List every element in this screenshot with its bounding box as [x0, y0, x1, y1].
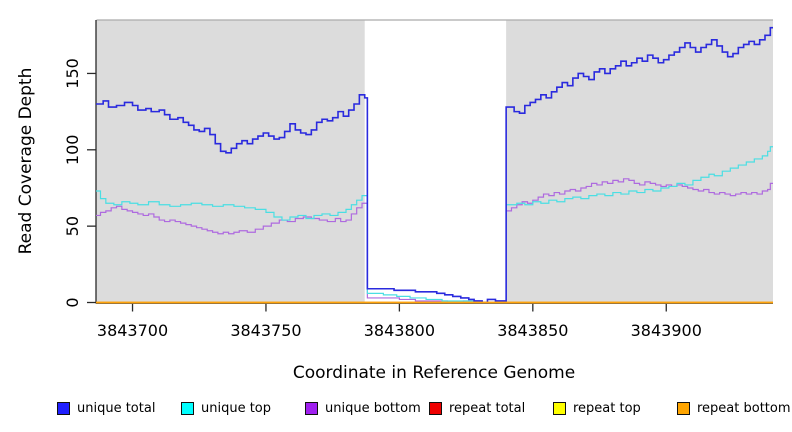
x-tick-label: 3843800	[364, 321, 435, 340]
x-axis-title: Coordinate in Reference Genome	[293, 363, 575, 383]
series-line-unique-top	[96, 146, 773, 304]
series-lines	[96, 26, 773, 304]
x-tick-label: 3843700	[97, 321, 168, 340]
y-axis-title: Read Coverage Depth	[16, 68, 36, 255]
x-tick-label: 3843900	[631, 321, 702, 340]
x-tick-label: 3843850	[497, 321, 568, 340]
y-tick-label: 100	[63, 135, 82, 166]
x-tick-label: 3843750	[230, 321, 301, 340]
y-tick-label: 0	[63, 297, 82, 307]
zero-coverage-gap-region	[364, 20, 507, 303]
series-line-unique-total	[96, 26, 773, 304]
y-tick-label: 150	[63, 58, 82, 89]
y-tick-label: 50	[63, 216, 82, 236]
